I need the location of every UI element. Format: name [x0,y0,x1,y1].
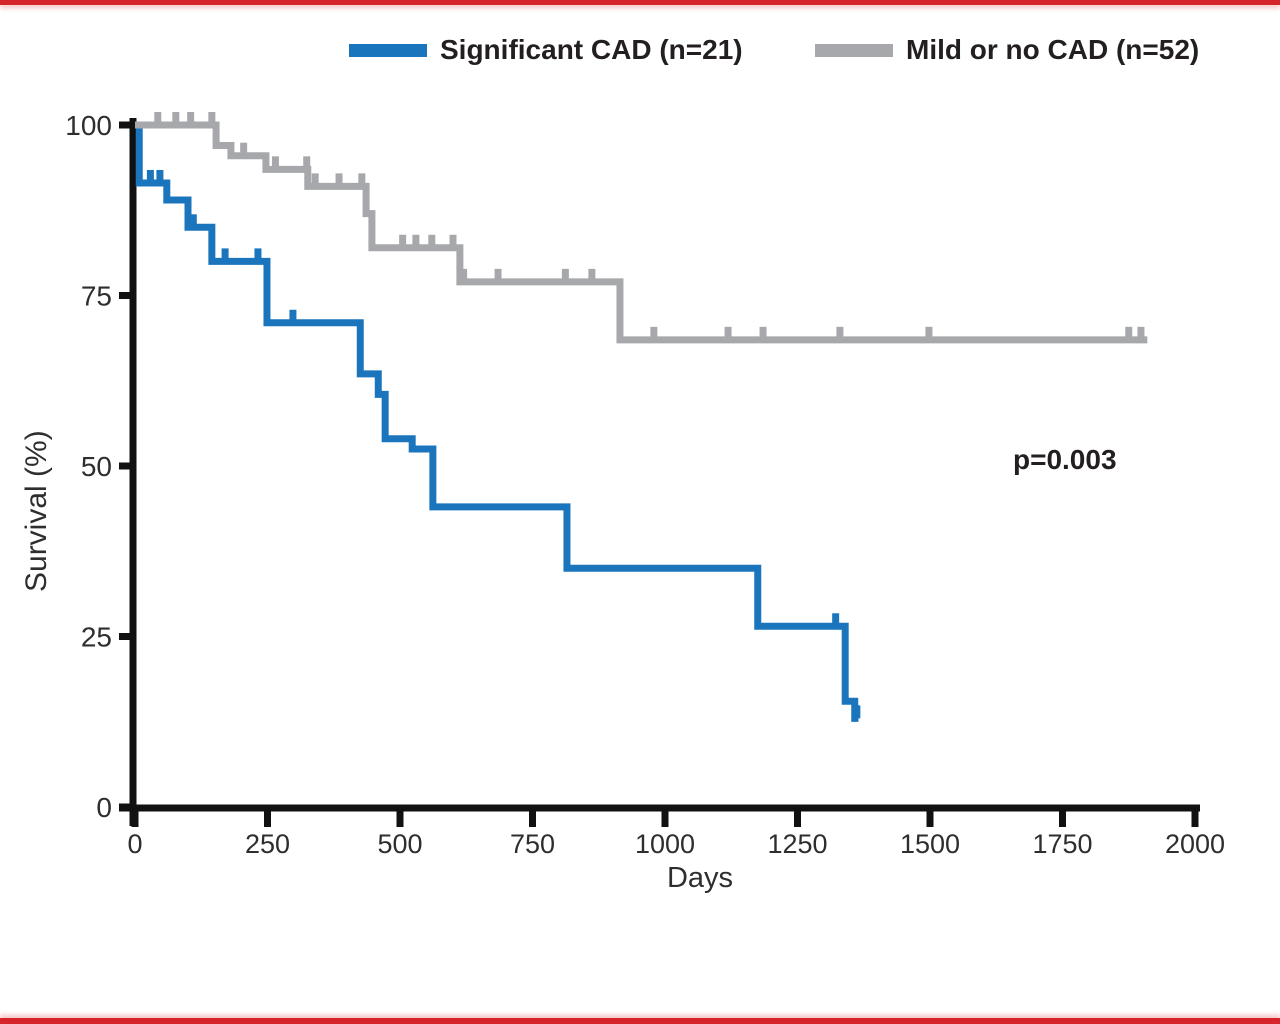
svg-text:750: 750 [510,829,555,859]
x-axis-title: Days [666,862,734,894]
svg-text:250: 250 [245,829,290,859]
svg-text:1000: 1000 [635,829,695,859]
svg-text:1750: 1750 [1032,829,1092,859]
svg-text:100: 100 [65,110,112,141]
legend-swatch-mild-no-cad [815,43,893,57]
p-value-annotation: p=0.003 [1013,444,1117,475]
legend-item-significant-cad: Significant CAD (n=21) [349,34,743,65]
svg-text:0: 0 [127,829,142,859]
bottom-border-rule [0,1018,1280,1024]
svg-text:1500: 1500 [900,829,960,859]
svg-text:50: 50 [81,451,112,482]
top-border-rule [0,0,1280,5]
legend-swatch-significant-cad [349,43,427,57]
svg-text:25: 25 [81,622,112,653]
legend-label-significant-cad: Significant CAD (n=21) [440,34,743,65]
svg-text:0: 0 [96,792,112,823]
legend-label-mild-no-cad: Mild or no CAD (n=52) [906,34,1200,65]
svg-text:2000: 2000 [1165,829,1225,859]
legend-item-mild-no-cad: Mild or no CAD (n=52) [815,34,1200,65]
svg-text:1250: 1250 [767,829,827,859]
svg-text:500: 500 [377,829,422,859]
svg-text:75: 75 [81,281,112,312]
